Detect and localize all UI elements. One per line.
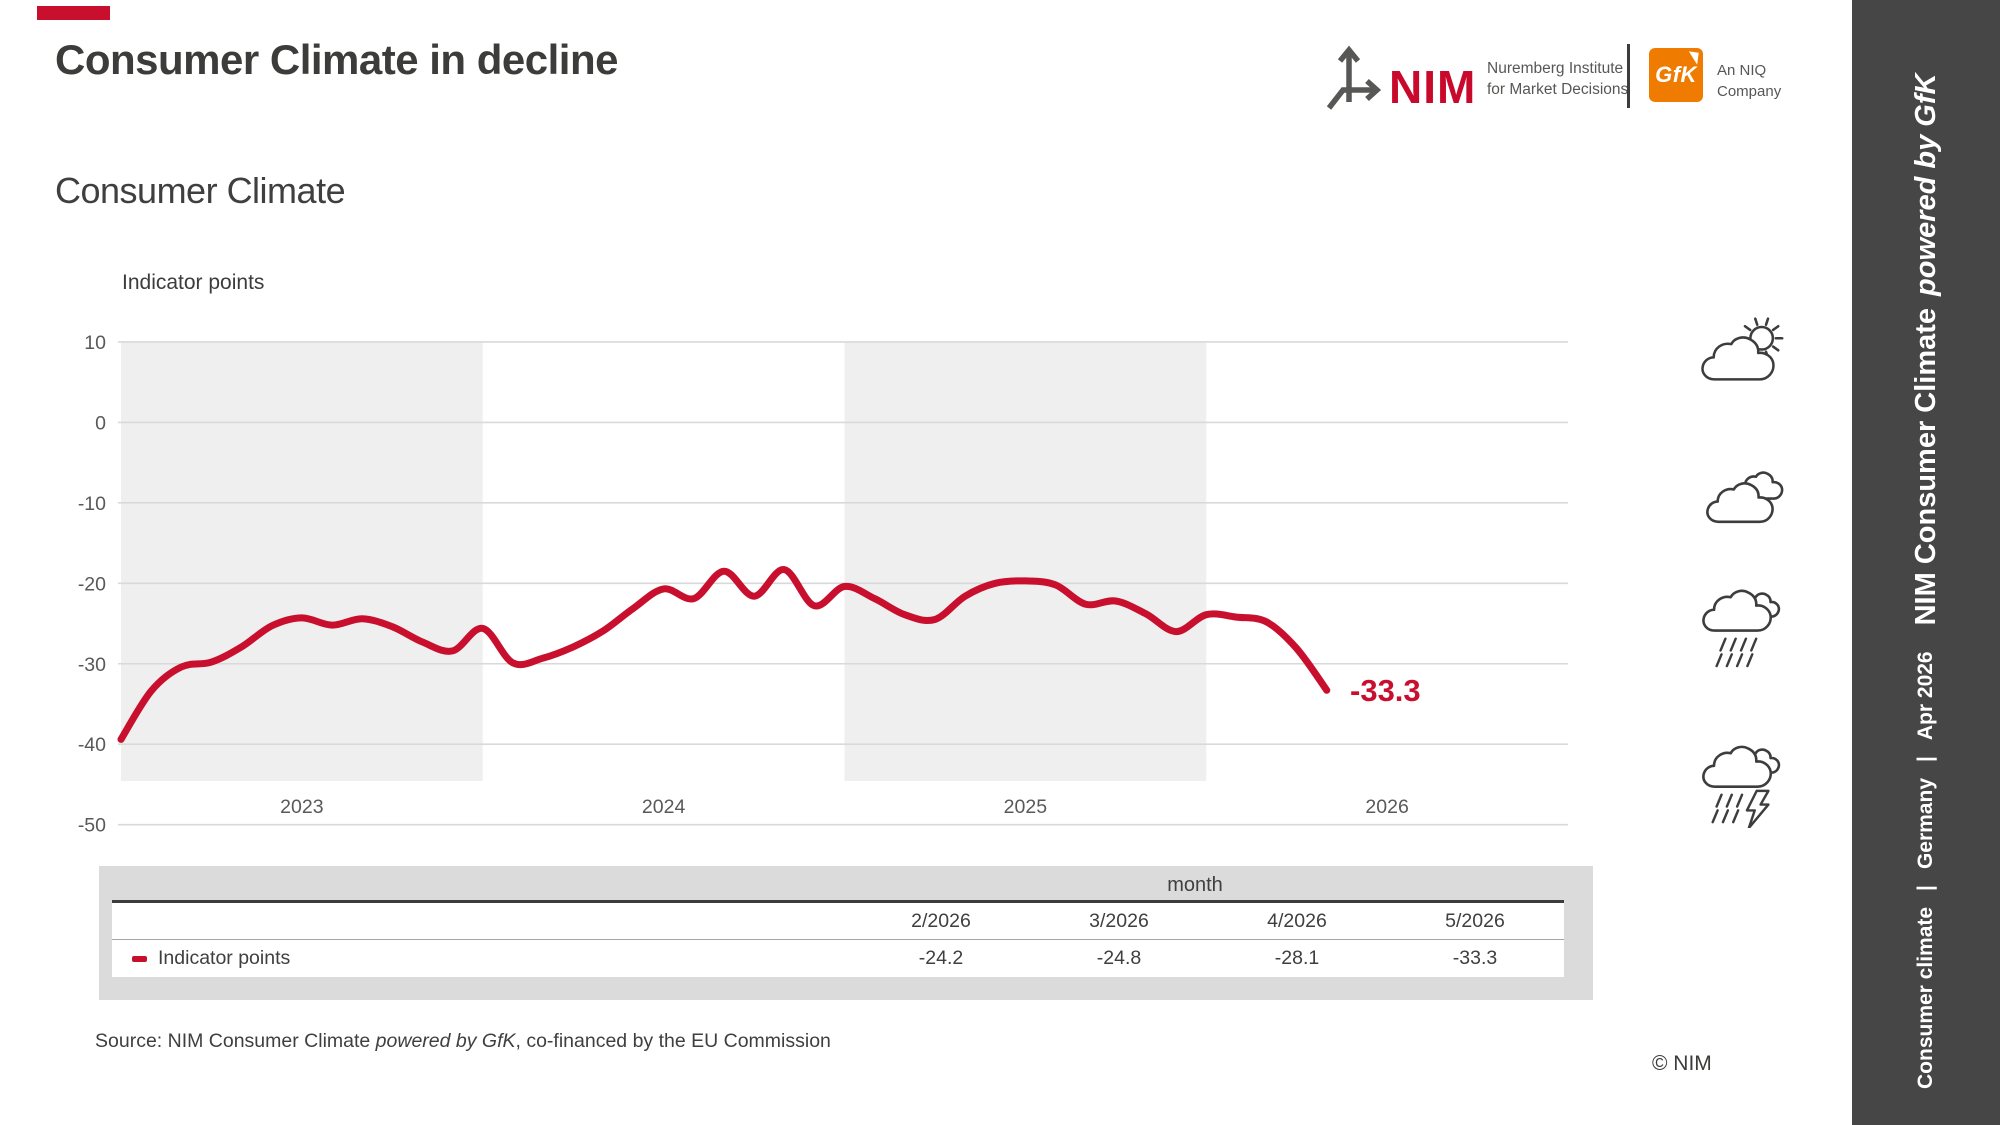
sun-behind-cloud-icon [1700, 314, 1790, 386]
lightning-bolt [1745, 789, 1770, 828]
copyright-note: © NIM [1652, 1052, 1712, 1075]
nim-tagline-line1: Nuremberg Institute [1487, 60, 1624, 77]
series-legend-dash [132, 955, 147, 962]
nim-arrow-icon [1326, 45, 1382, 110]
sidebar-brand: NIM Consumer Climate [1909, 307, 1942, 626]
table-cell: -33.3 [1452, 947, 1498, 969]
year-label: 2026 [1365, 796, 1408, 818]
table-cell: -24.2 [918, 947, 964, 969]
data-table-panel: month 2/2026 3/2026 4/2026 5/2026 Indica… [99, 866, 1593, 1000]
sidebar-brand-suffix: powered by GfK [1909, 73, 1942, 296]
table-col-header: 2/2026 [911, 909, 971, 932]
source-italic: powered by GfK [375, 1030, 516, 1052]
clouds-icon [1706, 470, 1788, 528]
y-tick-label: -30 [78, 654, 106, 676]
y-tick-label: 10 [84, 332, 106, 354]
page-title: Consumer Climate in decline [55, 36, 618, 83]
table-col-header: 5/2026 [1445, 909, 1505, 932]
table-row: Indicator points -24.2 -24.8 -28.1 -33.3 [112, 940, 1564, 977]
logo-block: NIM Nuremberg Institute for Market Decis… [1325, 38, 1795, 118]
source-note: Source: NIM Consumer Climate powered by … [95, 1030, 831, 1053]
page-subtitle: Consumer Climate [55, 170, 346, 211]
year-band [121, 342, 483, 781]
nim-logo-wordmark: NIM [1389, 61, 1477, 113]
source-prefix: Source: NIM Consumer Climate [95, 1030, 376, 1052]
table-row-label: Indicator points [158, 947, 291, 969]
red-accent-bar [37, 6, 110, 20]
year-bands [121, 342, 1207, 781]
nim-tagline-line2: for Market Decisions [1487, 81, 1629, 98]
y-tick-label: -10 [78, 493, 106, 515]
table-header-row: 2/2026 3/2026 4/2026 5/2026 [112, 903, 1564, 940]
year-band [844, 342, 1207, 781]
source-suffix: , co-financed by the EU Commission [515, 1030, 831, 1052]
y-tick-label: -20 [78, 573, 106, 595]
logo-divider [1627, 44, 1630, 108]
sidebar-section: Consumer climate [1914, 906, 1937, 1089]
niq-tagline-line2: Company [1717, 83, 1782, 100]
rain-cloud-icon [1700, 586, 1786, 668]
sidebar-region: Germany [1914, 778, 1937, 870]
sidebar-divider: | [1914, 885, 1937, 891]
sidebar-divider: | [1914, 756, 1937, 762]
sidebar: Consumer climate | Germany | Apr 2026 NI… [1852, 0, 2000, 1125]
latest-value-annotation: -33.3 [1350, 673, 1421, 708]
table-col-header: 3/2026 [1089, 909, 1149, 932]
niq-tagline: An NIQ Company [1717, 60, 1781, 102]
year-label: 2025 [1004, 796, 1048, 818]
sidebar-rotated-text: Consumer climate | Germany | Apr 2026 NI… [1852, 0, 2000, 1125]
storm-cloud-icon [1700, 742, 1786, 828]
sidebar-date: Apr 2026 [1914, 651, 1937, 741]
table-col-header: 4/2026 [1267, 909, 1327, 932]
rain-streaks [1715, 637, 1758, 668]
data-table: 2/2026 3/2026 4/2026 5/2026 Indicator po… [112, 900, 1564, 977]
table-cell: -24.8 [1096, 947, 1142, 969]
climate-line [117, 566, 1331, 743]
table-cell: -28.1 [1274, 947, 1320, 969]
gfk-logo: GfK [1649, 48, 1703, 102]
y-tick-label: -50 [78, 815, 106, 837]
rain-streaks [1711, 793, 1744, 824]
y-tick-label: 0 [95, 412, 106, 434]
axis-title: Indicator points [122, 271, 264, 294]
gfk-logo-wordmark: GfK [1655, 62, 1697, 87]
y-tick-label: -40 [78, 734, 106, 756]
y-axis-ticks: 10 0 -10 -20 -30 -40 -50 [78, 332, 106, 837]
table-group-header: month [1167, 874, 1223, 896]
year-label: 2023 [280, 796, 323, 818]
nim-tagline: Nuremberg Institute for Market Decisions [1487, 58, 1628, 100]
niq-tagline-line1: An NIQ [1717, 62, 1767, 79]
x-axis-year-labels: 2023 2024 2025 2026 [280, 796, 1409, 818]
year-label: 2024 [642, 796, 686, 818]
